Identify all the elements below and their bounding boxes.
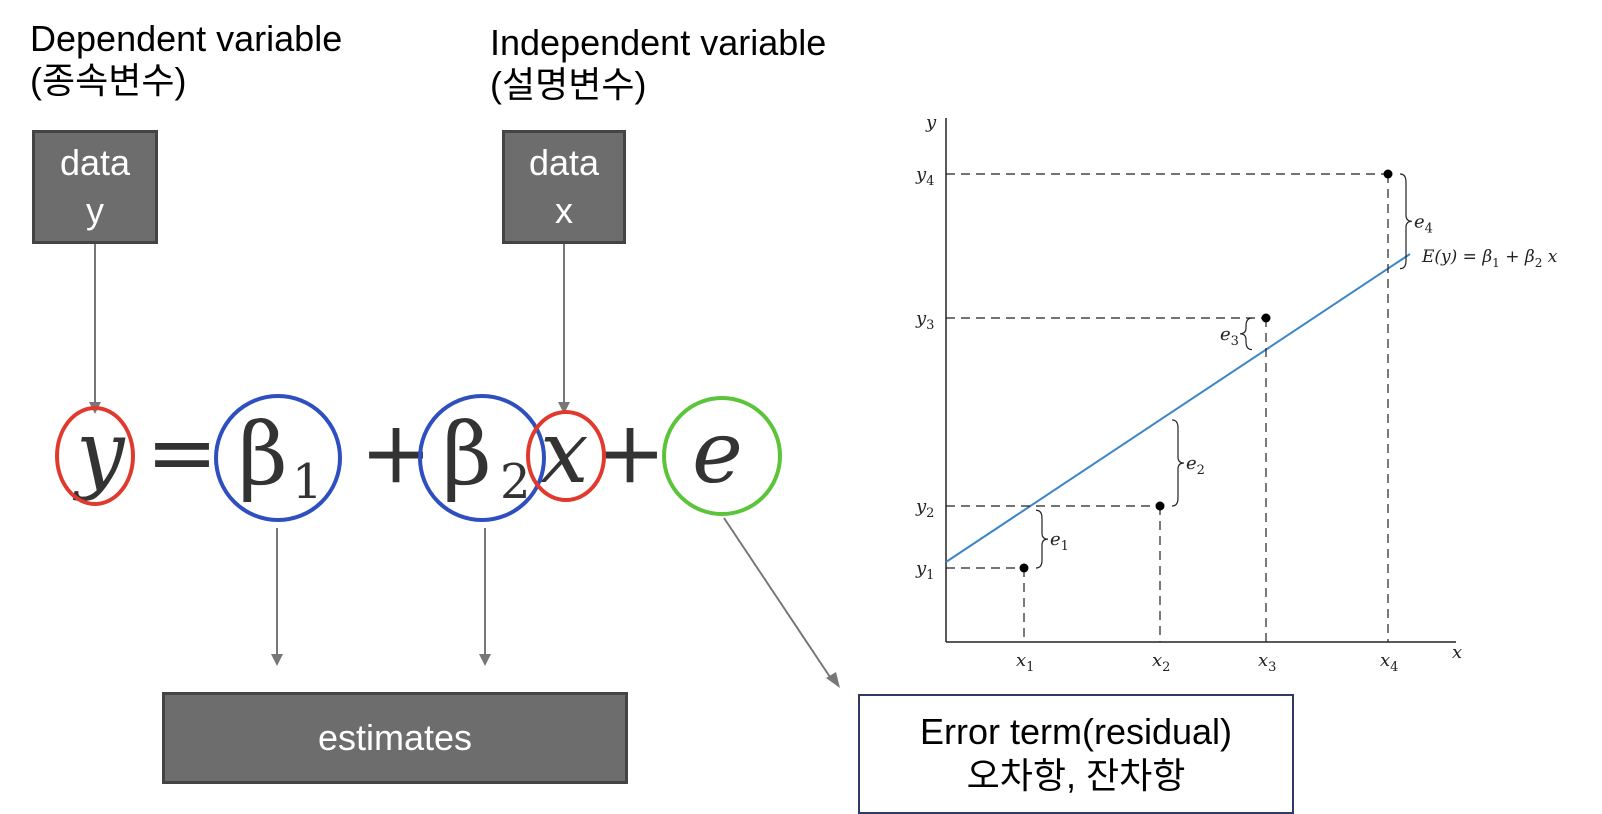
circle-e <box>662 396 782 516</box>
dependent-variable-label: Dependent variable (종속변수) <box>30 18 342 102</box>
eq-equals: = <box>146 403 218 503</box>
circle-x <box>526 410 606 502</box>
arrowhead-x <box>558 402 570 414</box>
error-term-line2: 오차항, 잔차항 <box>966 755 1186 796</box>
data-point-2 <box>1155 501 1165 511</box>
eq-beta1-sub: 1 <box>292 454 323 510</box>
data-point-3 <box>1261 313 1271 323</box>
eq-y: y <box>72 403 126 503</box>
x-axis-label: x <box>1452 642 1462 663</box>
arrowhead-y <box>89 402 101 414</box>
residual-label-1: e1 <box>1050 529 1069 554</box>
x-tick-1: x1 <box>1016 650 1034 675</box>
residual-brace-4 <box>1399 173 1413 270</box>
estimates-label: estimates <box>317 717 473 758</box>
eq-beta2: β <box>442 405 492 505</box>
residual-label-4: e4 <box>1414 211 1433 236</box>
data-x-box: data x <box>502 130 626 244</box>
eq-beta2-sub: 2 <box>500 454 531 510</box>
x-tick-3: x3 <box>1258 650 1276 675</box>
data-x-line1: data <box>528 142 600 183</box>
data-point-1 <box>1019 563 1029 573</box>
x-tick-2: x2 <box>1152 650 1170 675</box>
arrowhead-b2 <box>479 654 491 666</box>
regression-equation-label: E(y) = β1 + β2 x <box>1421 247 1558 270</box>
y-tick-3: y3 <box>915 308 934 333</box>
residual-label-2: e2 <box>1186 453 1205 478</box>
data-x-line2: x <box>555 190 573 231</box>
error-term-line1: Error term(residual) <box>919 711 1233 752</box>
x-tick-4: x4 <box>1380 650 1398 675</box>
arrowhead-e <box>826 672 840 688</box>
arrowhead-b1 <box>271 654 283 666</box>
dependent-ko: (종속변수) <box>30 60 187 101</box>
residual-brace-2 <box>1171 419 1185 507</box>
data-y-line2: y <box>86 190 104 231</box>
dependent-en: Dependent variable <box>30 18 343 59</box>
y-tick-2: y2 <box>915 496 934 521</box>
y-tick-1: y1 <box>915 558 934 583</box>
circle-y <box>55 406 135 506</box>
data-y-box: data y <box>32 130 158 244</box>
estimates-box: estimates <box>162 692 628 784</box>
independent-variable-label: Independent variable (설명변수) <box>490 22 826 106</box>
y-tick-4: y4 <box>915 164 934 189</box>
data-point-4 <box>1383 169 1393 179</box>
circle-beta2 <box>418 394 546 522</box>
data-y-line1: data <box>59 142 131 183</box>
residual-label-3: e3 <box>1220 324 1239 349</box>
eq-plus1: + <box>360 403 432 503</box>
residual-brace-1 <box>1035 509 1049 569</box>
eq-e: e <box>692 403 743 503</box>
residual-brace-3 <box>1239 317 1253 351</box>
eq-beta1: β <box>238 405 288 505</box>
independent-ko: (설명변수) <box>490 64 647 105</box>
circle-beta1 <box>214 394 342 522</box>
arrow-e-to-error <box>723 517 833 681</box>
error-term-box: Error term(residual) 오차항, 잔차항 <box>858 694 1294 814</box>
eq-plus2: + <box>594 403 666 503</box>
eq-x: x <box>540 403 589 503</box>
y-axis-label: y <box>925 112 937 133</box>
regression-line <box>945 253 1411 563</box>
independent-en: Independent variable <box>490 22 827 63</box>
